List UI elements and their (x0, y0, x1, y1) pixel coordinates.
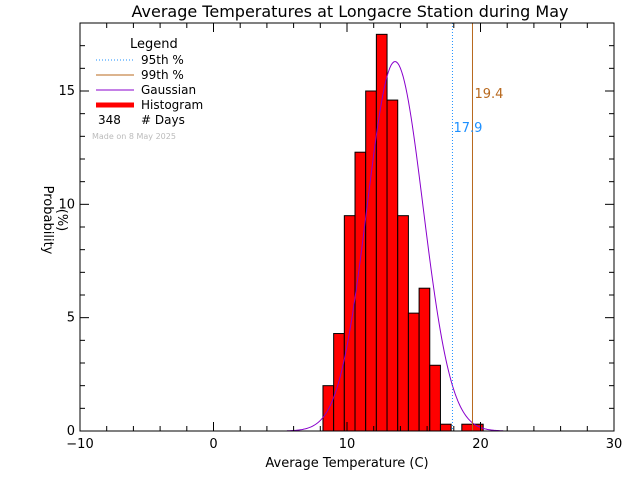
histogram-bar (439, 423, 452, 432)
x-tick-label: 30 (606, 437, 623, 452)
legend-days-label: # Days (141, 113, 185, 127)
axis-ticks (79, 22, 615, 432)
histogram-bar (418, 287, 431, 432)
x-tick-label: 20 (472, 437, 489, 452)
histogram-bar (461, 423, 473, 432)
histogram-bar (386, 99, 399, 432)
made-on-note: Made on 8 May 2025 (92, 132, 176, 141)
histogram-bar (397, 215, 409, 432)
histogram-bar (343, 215, 356, 432)
y-tick-label: 10 (58, 197, 75, 212)
percentile-99-label: 19.4 (474, 87, 503, 102)
legend-title: Legend (130, 37, 178, 52)
y-tick-label: 15 (58, 84, 75, 99)
legend-gaussian-label: Gaussian (141, 83, 196, 97)
y-tick-label: 0 (67, 424, 75, 439)
histogram-bar (365, 90, 377, 432)
histogram-bar (429, 364, 441, 432)
percentile-95-label: 17.9 (453, 121, 482, 136)
chart-title: Average Temperatures at Longacre Station… (132, 2, 569, 21)
histogram-bar (354, 151, 367, 432)
x-tick-label: 0 (209, 437, 217, 452)
histogram-bar (375, 33, 388, 432)
x-axis-title: Average Temperature (C) (265, 456, 428, 471)
legend-days-count: 348 (98, 113, 121, 127)
histogram-bars (322, 33, 484, 432)
gaussian-curve (286, 61, 504, 432)
histogram-bar (407, 312, 420, 432)
legend-99-label: 99th % (141, 68, 184, 82)
y-axis-title: Probability (40, 186, 55, 255)
y-axis-title-unit: (%) (54, 209, 69, 232)
y-tick-label: 5 (67, 311, 75, 326)
x-tick-label: 10 (339, 437, 356, 452)
legend-histogram-label: Histogram (141, 98, 203, 112)
legend-95-label: 95th % (141, 53, 184, 67)
legend: Legend 95th % 99th % Gaussian Histogram … (92, 37, 203, 141)
x-tick-label: −10 (66, 437, 93, 452)
